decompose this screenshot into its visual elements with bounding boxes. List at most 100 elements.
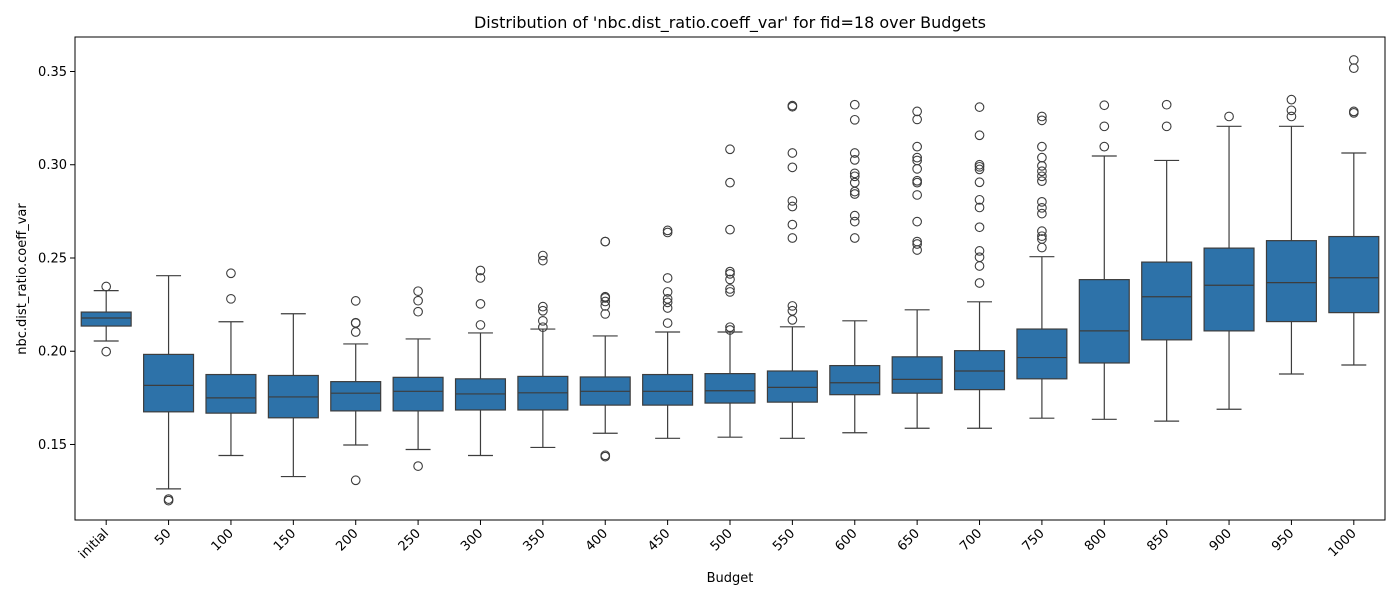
outlier-point xyxy=(974,246,985,256)
outlier-point xyxy=(849,189,860,199)
outlier-point xyxy=(413,286,423,297)
outlier-point xyxy=(849,186,860,197)
box-group-350 xyxy=(517,250,569,449)
box-group-50 xyxy=(143,275,195,506)
box-iqr xyxy=(642,373,694,406)
outlier-point xyxy=(413,306,423,317)
outlier-point xyxy=(974,222,985,233)
outlier-point xyxy=(974,202,985,213)
y-tick-label: 0.30 xyxy=(38,158,67,173)
box-group-1000 xyxy=(1328,55,1380,366)
outlier-point xyxy=(662,273,673,283)
outlier-point xyxy=(1161,99,1172,110)
outlier-point xyxy=(1037,115,1047,126)
outlier-point xyxy=(912,190,922,200)
outlier-point xyxy=(475,265,486,276)
outlier-point xyxy=(725,144,735,155)
outlier-point xyxy=(1099,141,1110,152)
outlier-point xyxy=(787,233,798,243)
outlier-point xyxy=(787,315,798,325)
outlier-point xyxy=(1099,121,1110,132)
outlier-point xyxy=(538,315,548,326)
box-group-900 xyxy=(1203,111,1255,410)
y-tick-label: 0.15 xyxy=(38,438,67,453)
box-iqr xyxy=(1078,279,1130,364)
chart-title: Distribution of 'nbc.dist_ratio.coeff_va… xyxy=(474,13,986,33)
outlier-point xyxy=(849,216,860,227)
outlier-point xyxy=(1037,231,1047,242)
x-axis-label: Budget xyxy=(707,571,754,586)
outlier-point xyxy=(1037,161,1047,171)
outlier-point xyxy=(912,141,922,152)
box-group-100 xyxy=(205,268,257,457)
outlier-point xyxy=(163,495,174,506)
outlier-point xyxy=(538,255,548,266)
outlier-point xyxy=(662,318,673,328)
outlier-point xyxy=(662,303,673,313)
outlier-point xyxy=(1286,111,1297,122)
outlier-point xyxy=(849,114,860,125)
outlier-point xyxy=(600,301,611,311)
box-iqr xyxy=(205,373,257,414)
y-axis: 0.15 0.20 0.25 0.30 0.35 xyxy=(38,65,75,453)
outlier-point xyxy=(662,287,673,297)
outlier-point xyxy=(1037,166,1047,177)
outlier-point xyxy=(849,148,860,158)
outlier-point xyxy=(787,201,798,212)
outlier-point xyxy=(787,162,798,173)
box-group-950 xyxy=(1265,94,1317,375)
outlier-point xyxy=(974,261,985,271)
outlier-point xyxy=(725,274,735,285)
outlier-point xyxy=(1037,197,1047,207)
outlier-point xyxy=(1348,108,1359,118)
box-iqr xyxy=(392,376,444,412)
box-group-500 xyxy=(704,144,756,438)
outlier-point xyxy=(849,155,860,165)
outlier-point xyxy=(1037,226,1047,236)
box-iqr xyxy=(1203,247,1255,332)
outlier-point xyxy=(600,236,611,247)
outlier-point xyxy=(413,461,423,471)
box-group-250 xyxy=(392,286,444,471)
box-iqr xyxy=(891,356,943,394)
outlier-point xyxy=(849,233,860,243)
outlier-point xyxy=(849,210,860,221)
outlier-point xyxy=(1037,242,1047,253)
outlier-point xyxy=(101,346,112,357)
outlier-point xyxy=(974,161,985,172)
outlier-point xyxy=(912,239,922,249)
outlier-point xyxy=(974,278,985,288)
box-group-200 xyxy=(330,296,382,486)
outlier-point xyxy=(787,219,798,230)
outlier-point xyxy=(538,250,548,261)
outlier-point xyxy=(912,177,922,188)
box-iqr xyxy=(1265,240,1317,323)
box-iqr xyxy=(766,370,818,403)
outlier-point xyxy=(974,177,985,188)
box-group-700 xyxy=(953,102,1006,429)
box-group-150 xyxy=(267,313,319,478)
y-tick-label: 0.20 xyxy=(38,345,67,360)
box-iqr xyxy=(330,381,382,412)
outlier-point xyxy=(475,320,486,330)
outlier-point xyxy=(912,245,922,255)
box-group-800 xyxy=(1078,100,1130,420)
outlier-point xyxy=(974,102,985,112)
outlier-point xyxy=(912,114,922,125)
box-iqr xyxy=(80,311,132,327)
box-group-450 xyxy=(642,225,694,439)
outlier-point xyxy=(662,227,673,238)
outlier-point xyxy=(600,451,611,462)
box-group-650 xyxy=(891,106,943,429)
outlier-point xyxy=(600,293,611,303)
box-group-750 xyxy=(1016,111,1068,419)
outlier-point xyxy=(787,148,798,158)
y-tick-label: 0.25 xyxy=(38,251,67,266)
box-group-300 xyxy=(454,265,507,457)
outlier-point xyxy=(725,224,735,235)
box-group-600 xyxy=(829,99,881,434)
outlier-point xyxy=(912,163,922,174)
outlier-point xyxy=(912,152,922,163)
